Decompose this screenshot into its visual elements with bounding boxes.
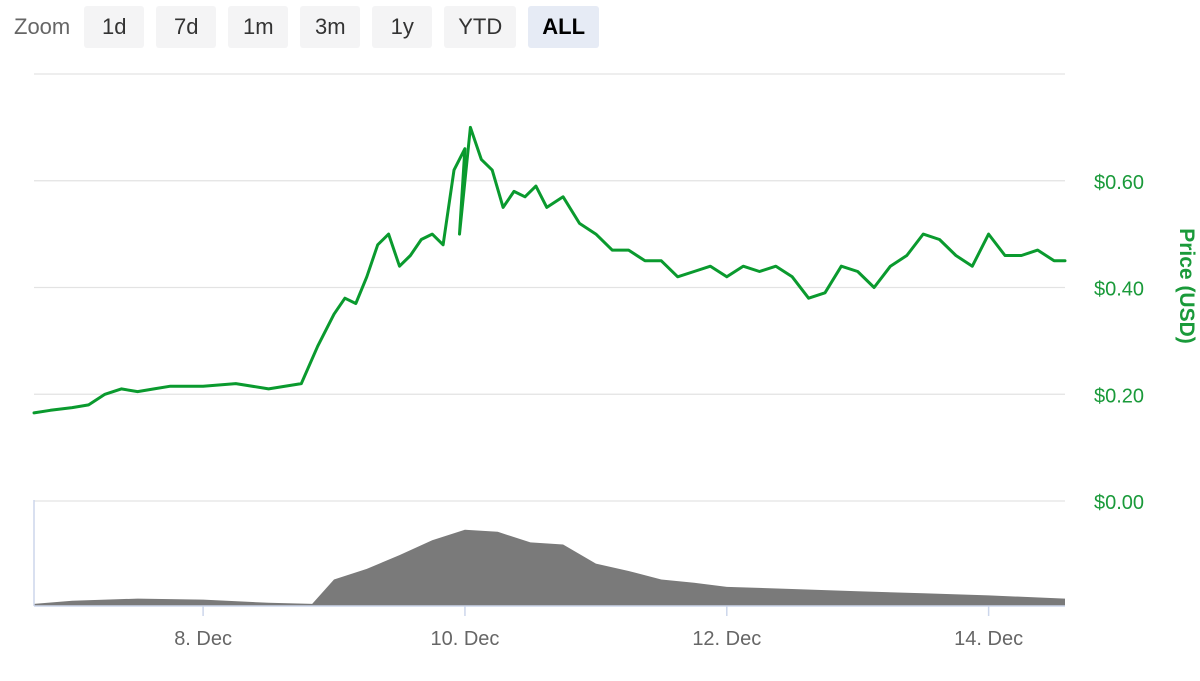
zoom-1y-button[interactable]: 1y xyxy=(372,6,433,48)
y-tick-label: $0.20 xyxy=(1094,385,1144,407)
x-tick-label: 14. Dec xyxy=(954,628,1023,650)
grid-layer xyxy=(34,73,1065,502)
price-line xyxy=(32,125,1067,415)
zoom-1m-button[interactable]: 1m xyxy=(228,6,289,48)
volume-layer xyxy=(33,500,1065,606)
volume-area xyxy=(34,529,1065,606)
price-layer xyxy=(32,125,1067,415)
x-axis: 8. Dec 10. Dec 12. Dec 14. Dec xyxy=(34,605,1065,650)
zoom-all-button[interactable]: ALL xyxy=(528,6,600,48)
zoom-1d-button[interactable]: 1d xyxy=(84,6,145,48)
y-axis-title: Price (USD) xyxy=(1175,228,1198,344)
zoom-ytd-button[interactable]: YTD xyxy=(444,6,517,48)
y-axis: $0.00 $0.20 $0.40 $0.60 Price (USD) xyxy=(1094,172,1198,514)
zoom-3m-button[interactable]: 3m xyxy=(300,6,361,48)
y-tick-label: $0.00 xyxy=(1094,492,1144,514)
x-tick-label: 10. Dec xyxy=(430,628,499,650)
zoom-bar: Zoom 1d 7d 1m 3m 1y YTD ALL xyxy=(14,6,600,48)
zoom-7d-button[interactable]: 7d xyxy=(156,6,217,48)
y-tick-label: $0.60 xyxy=(1094,172,1144,194)
y-tick-label: $0.40 xyxy=(1094,279,1144,301)
x-tick-label: 12. Dec xyxy=(692,628,761,650)
zoom-label: Zoom xyxy=(14,14,71,39)
x-tick-label: 8. Dec xyxy=(174,628,232,650)
